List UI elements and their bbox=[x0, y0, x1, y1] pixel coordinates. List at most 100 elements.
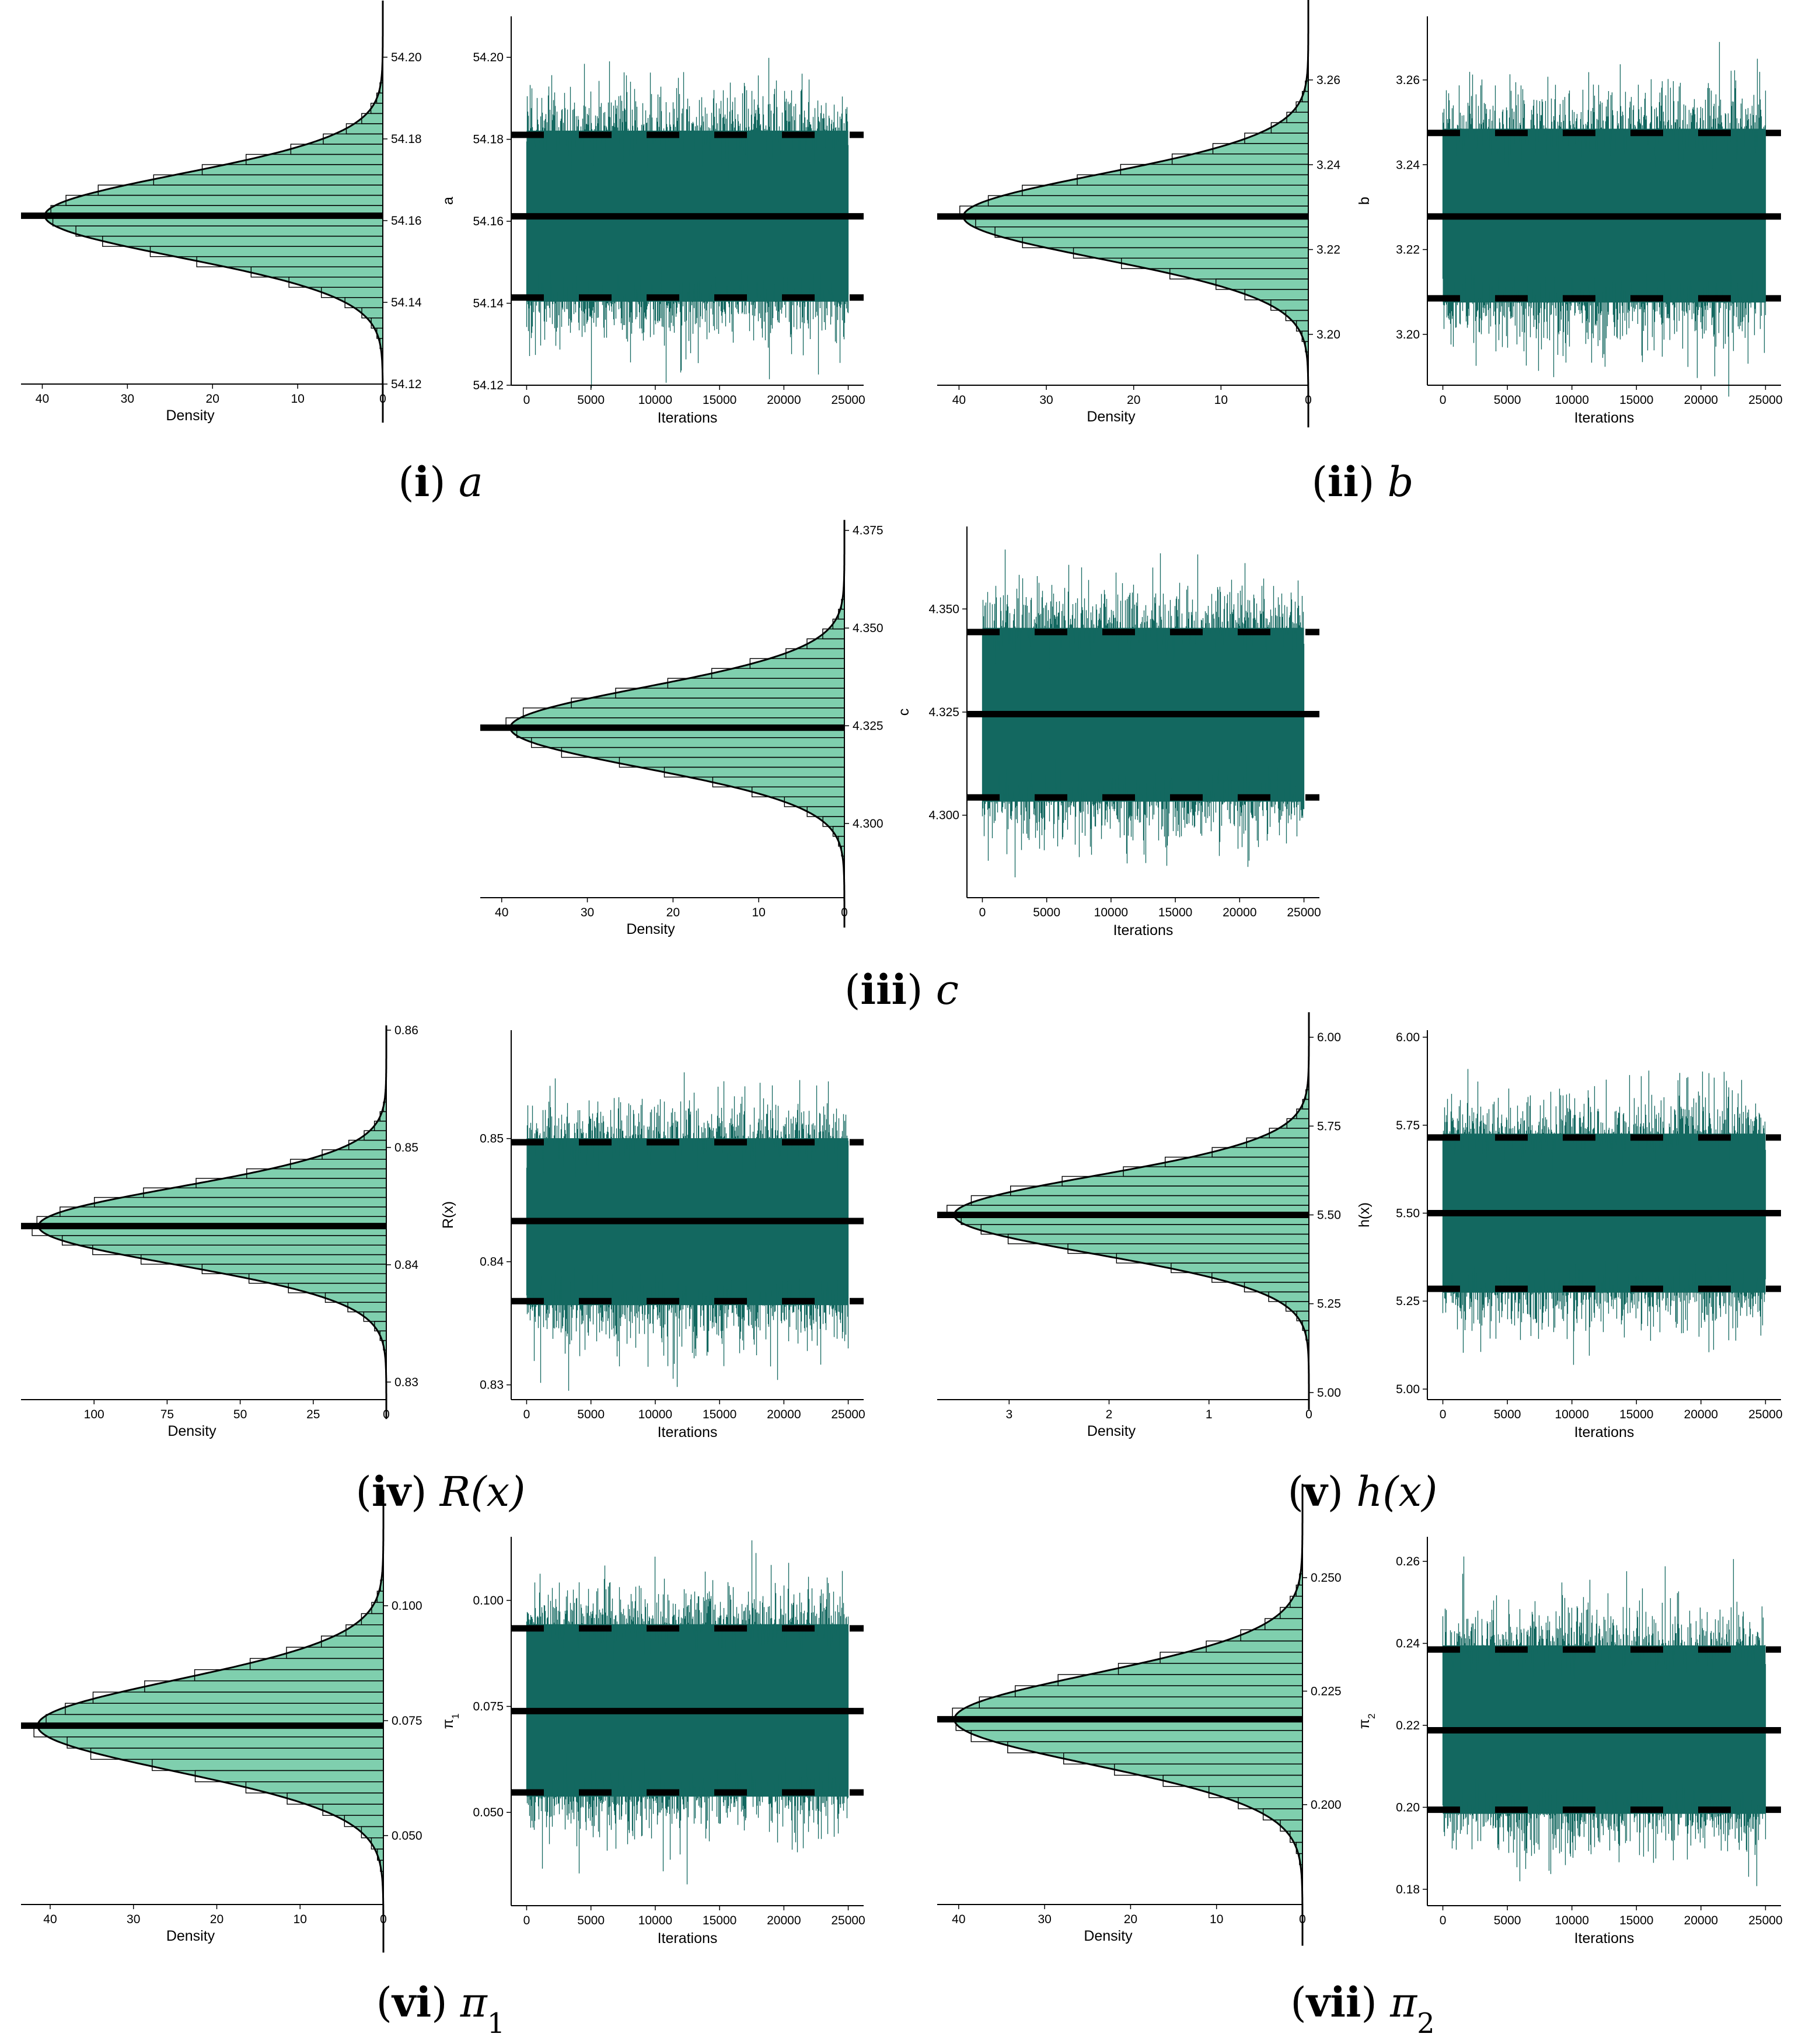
y-axis-label: c bbox=[896, 709, 912, 716]
x-tick-label: 5000 bbox=[1494, 393, 1521, 407]
x-tick-label: 0 bbox=[841, 906, 848, 919]
panel-caption: (v) h(x) bbox=[1288, 1467, 1438, 1516]
x-tick-label: 15000 bbox=[1619, 393, 1653, 407]
x-tick-label: 15000 bbox=[1619, 1914, 1653, 1927]
caption-a: (i) a bbox=[398, 458, 483, 506]
x-tick-label: 50 bbox=[233, 1408, 247, 1421]
caption-c: (iii) c bbox=[844, 965, 959, 1014]
trace-line bbox=[1442, 1069, 1766, 1365]
x-tick-label: 20000 bbox=[1223, 906, 1256, 919]
x-tick-label: 15000 bbox=[1158, 906, 1192, 919]
y-tick-label: 5.50 bbox=[1396, 1206, 1420, 1220]
density-panel-pi2: 0.200 0.225 0.250 40 30 20 10 0 Density bbox=[937, 1484, 1342, 1946]
x-tick-label: 25000 bbox=[831, 393, 865, 407]
x-tick-label: 10000 bbox=[1094, 906, 1128, 919]
x-tick-label: 5000 bbox=[1494, 1408, 1521, 1421]
trace-panel-pi1: 0.050 0.075 0.100 0 5000 10000 15000 20000 25000… bbox=[440, 1537, 865, 1947]
panel-caption: (i) a bbox=[398, 458, 483, 506]
y-axis-label-subscript: 1 bbox=[450, 1714, 461, 1719]
trace-panel-R: 0.83 0.84 0.85 0 5000 10000 15000 20000 25000 Ite… bbox=[440, 1030, 865, 1440]
x-tick-label: 25000 bbox=[1748, 1408, 1782, 1421]
x-axis-label: Iterations bbox=[658, 1424, 718, 1440]
panel-caption: (vi) π1 bbox=[376, 1978, 505, 2040]
x-tick-label: 10000 bbox=[638, 393, 672, 407]
density-curve bbox=[37, 1490, 385, 1953]
density-panel-h: 5.00 5.25 5.50 5.75 6.00 3 2 1 0 Density bbox=[937, 1012, 1341, 1439]
y-tick-label: 0.83 bbox=[480, 1379, 504, 1392]
x-tick-label: 10000 bbox=[1555, 393, 1589, 407]
x-tick-label: 75 bbox=[160, 1408, 174, 1421]
trace-line bbox=[1442, 1556, 1766, 1886]
x-tick-label: 10 bbox=[752, 906, 765, 919]
x-axis-label: Density bbox=[1087, 409, 1136, 425]
x-axis-label: Iterations bbox=[658, 1930, 718, 1947]
panel-caption: (iv) R(x) bbox=[356, 1467, 526, 1516]
x-tick-label: 30 bbox=[127, 1913, 140, 1926]
y-tick-label: 4.375 bbox=[853, 524, 883, 538]
y-tick-label: 3.26 bbox=[1316, 74, 1340, 87]
x-tick-label: 20000 bbox=[1684, 1408, 1718, 1421]
y-tick-label: 54.18 bbox=[473, 133, 504, 147]
density-panel-c: 4.300 4.325 4.350 4.375 40 30 20 10 0 Density bbox=[480, 519, 883, 937]
x-tick-label: 3 bbox=[1005, 1408, 1012, 1421]
y-axis-label: R(x) bbox=[440, 1201, 456, 1229]
trace-line bbox=[526, 1072, 849, 1391]
x-tick-label: 0 bbox=[523, 1914, 530, 1927]
x-tick-label: 0 bbox=[523, 393, 530, 407]
x-tick-label: 20 bbox=[1124, 1913, 1137, 1926]
x-tick-label: 0 bbox=[1440, 393, 1447, 407]
density-panel-b: 3.20 3.22 3.24 3.26 40 30 20 10 0 Density bbox=[937, 0, 1340, 428]
y-tick-label: 0.225 bbox=[1311, 1684, 1342, 1698]
x-tick-label: 20000 bbox=[1684, 1914, 1718, 1927]
x-tick-label: 15000 bbox=[703, 393, 736, 407]
x-tick-label: 0 bbox=[1299, 1913, 1306, 1926]
x-tick-label: 10 bbox=[1214, 393, 1228, 407]
x-tick-label: 0 bbox=[523, 1408, 530, 1421]
x-tick-label: 5000 bbox=[577, 393, 605, 407]
panel-caption: (ii) b bbox=[1312, 458, 1414, 506]
density-panel-R: 0.83 0.84 0.85 0.86 100 75 50 25 0 Density bbox=[21, 1024, 418, 1439]
x-tick-label: 25 bbox=[306, 1408, 320, 1421]
x-tick-label: 10000 bbox=[638, 1914, 672, 1927]
y-tick-label: 4.325 bbox=[928, 706, 959, 719]
x-tick-label: 40 bbox=[495, 906, 508, 919]
y-tick-label: 0.18 bbox=[1396, 1883, 1420, 1896]
trace-panel-c: 4.300 4.325 4.350 0 5000 10000 15000 20000 25000… bbox=[896, 526, 1321, 939]
x-tick-label: 0 bbox=[979, 906, 986, 919]
y-tick-label: 0.050 bbox=[473, 1806, 504, 1819]
x-tick-label: 10000 bbox=[1555, 1914, 1589, 1927]
caption-pi2: (vii) π2 bbox=[1290, 1978, 1434, 2040]
x-axis-label: Iterations bbox=[1574, 1930, 1635, 1947]
x-axis-label: Density bbox=[167, 1423, 216, 1439]
y-tick-label: 0.84 bbox=[480, 1255, 504, 1269]
panel-caption: (iii) c bbox=[844, 965, 959, 1014]
y-tick-label: 0.200 bbox=[1311, 1798, 1342, 1812]
y-tick-label: 54.12 bbox=[473, 379, 504, 392]
y-tick-label: 54.20 bbox=[391, 51, 422, 64]
y-tick-label: 4.350 bbox=[928, 602, 959, 616]
y-tick-label: 0.100 bbox=[392, 1599, 422, 1613]
y-tick-label: 54.14 bbox=[391, 296, 422, 309]
x-tick-label: 0 bbox=[383, 1408, 390, 1421]
y-tick-label: 0.050 bbox=[392, 1829, 422, 1843]
x-axis-label: Iterations bbox=[658, 410, 718, 426]
x-tick-label: 5000 bbox=[577, 1914, 605, 1927]
y-axis-label: a bbox=[440, 197, 456, 205]
y-tick-label: 4.325 bbox=[853, 719, 883, 733]
trace-panel-h: 5.00 5.25 5.50 5.75 6.00 0 5000 10000 15000 20000… bbox=[1356, 1030, 1783, 1440]
y-tick-label: 5.75 bbox=[1396, 1119, 1420, 1132]
y-tick-label: 3.24 bbox=[1396, 158, 1420, 172]
x-axis-label: Density bbox=[166, 407, 215, 424]
y-tick-label: 5.75 bbox=[1317, 1119, 1341, 1133]
y-tick-label: 54.14 bbox=[473, 297, 504, 311]
x-tick-label: 10000 bbox=[638, 1408, 672, 1421]
x-tick-label: 15000 bbox=[1619, 1408, 1653, 1421]
y-tick-label: 3.22 bbox=[1396, 243, 1420, 257]
x-tick-label: 5000 bbox=[577, 1408, 605, 1421]
y-tick-label: 3.26 bbox=[1396, 74, 1420, 87]
y-tick-label: 5.25 bbox=[1396, 1295, 1420, 1308]
x-tick-label: 30 bbox=[1038, 1913, 1051, 1926]
x-tick-label: 25000 bbox=[1748, 1914, 1782, 1927]
y-tick-label: 0.24 bbox=[1396, 1637, 1420, 1651]
y-tick-label: 0.075 bbox=[392, 1714, 422, 1728]
